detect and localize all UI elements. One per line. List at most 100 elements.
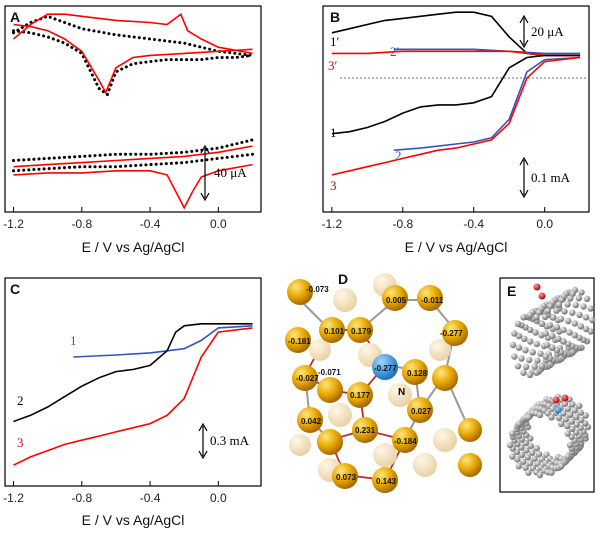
panel-a: A -1.2 -0.8 -0.4 0.0 E / V vs Ag/AgCl 40 μA: [3, 5, 262, 255]
nanotube-top-atom: [576, 334, 583, 341]
nanotube-top-atom: [544, 307, 551, 315]
nanotube-bottom-atom: [561, 400, 569, 407]
nanotube-top-atom: [520, 369, 527, 376]
panel-a-series-7: [13, 145, 253, 168]
n-atom-bottom: [554, 406, 562, 414]
svg-text:0.231: 0.231: [355, 426, 376, 435]
nanotube-top-atom: [533, 340, 540, 348]
panel-b-tick-label-2: -0.8: [392, 217, 413, 231]
panel-d-label: D: [338, 271, 348, 287]
svg-text:-0.027: -0.027: [296, 374, 319, 383]
nanotube-top: [509, 286, 596, 379]
nanotube-bottom-atom: [573, 413, 580, 421]
nanotube-top-atom: [572, 301, 579, 309]
nanotube-top-atom: [546, 322, 553, 329]
panel-b-series-4: [331, 54, 581, 135]
nanotube-top-atom: [537, 350, 544, 357]
o2-atom-top-1: [533, 283, 541, 291]
panel-c-scale-label: 0.3 mA: [210, 433, 250, 448]
panel-c-tick-label-1: -1.2: [3, 491, 24, 505]
nanotube-bottom-atom: [515, 463, 522, 470]
panel-a-series-1: [12, 29, 254, 97]
nanotube-top-atom: [575, 295, 582, 302]
panel-d-charges: -0.073 0.005 -0.011 -0.181 0.101 0.179 -…: [288, 285, 463, 486]
nanotube-top-atom: [582, 325, 590, 333]
panel-c-frame: [4, 277, 262, 487]
nanotube-top-atom: [578, 289, 585, 296]
nanotube-top-atom: [553, 307, 560, 314]
nanotube-top-atom: [509, 341, 517, 349]
nanotube-bottom-atom: [536, 411, 544, 419]
nanotube-top-atom: [542, 353, 549, 360]
nanotube-top-atom: [553, 324, 561, 331]
panel-b-curve-label-1p: 1′: [330, 34, 340, 49]
nanotube-top-atom: [560, 326, 567, 333]
nanotube-top-atom: [580, 303, 587, 310]
nanotube-bottom-atom: [524, 454, 531, 461]
panel-c-tick-label-3: -0.4: [140, 491, 161, 505]
panel-d: N D -0.073 0.005 -0.011 -0.181 0.101 0.1…: [285, 268, 493, 494]
panel-a-tick-label-2: -0.8: [71, 217, 92, 231]
nanotube-bottom-atom: [564, 430, 571, 437]
nanotube-top-atom: [514, 363, 522, 370]
nanotube-bottom-atom: [560, 410, 567, 417]
panel-a-series-3: [13, 23, 253, 95]
svg-text:-0.277: -0.277: [440, 329, 463, 338]
panel-b-curve-label-3p: 3′: [328, 58, 338, 73]
nanotube-top-atom: [533, 314, 540, 321]
panel-c-series-2: [13, 323, 253, 423]
svg-text:0.073: 0.073: [336, 473, 357, 482]
panel-c-label: C: [10, 281, 20, 297]
panel-a-scale-label: 40 μA: [214, 165, 247, 180]
nanotube-top-atom: [514, 320, 522, 327]
panel-b-series-2: [393, 48, 581, 55]
nanotube-top-atom: [555, 335, 562, 342]
nanotube-top-atom: [550, 314, 557, 321]
panel-a-ticks: -1.2 -0.8 -0.4 0.0: [3, 207, 227, 231]
nanotube-bottom-atom: [564, 405, 572, 412]
nanotube-bottom-atom: [523, 447, 530, 454]
nanotube-bottom-atom: [536, 471, 544, 479]
nanotube-bottom-atom: [569, 401, 576, 408]
nanotube-top-atom: [529, 349, 536, 356]
panel-e-label: E: [507, 283, 516, 299]
nanotube-top-atom: [566, 329, 573, 336]
panel-b-scale-label-top: 20 μA: [531, 24, 564, 39]
panel-a-tick-label-3: -0.4: [140, 217, 161, 231]
panel-c-xlabel: E / V vs Ag/AgCl: [82, 512, 185, 528]
nanotube-top-atom: [511, 330, 518, 337]
panel-b: B -1.2 -0.8 -0.4 0.0 E / V vs Ag/AgCl 20 μA…: [322, 5, 590, 255]
panel-a-series-2: [12, 14, 254, 57]
nanotube-bottom-atom: [509, 453, 516, 460]
nitrogen-label: N: [398, 387, 405, 398]
nanotube-bottom: [506, 393, 592, 479]
nanotube-top-atom: [555, 301, 563, 308]
nanotube-top-atom: [564, 301, 571, 308]
panel-c-series-1: [73, 325, 253, 358]
nanotube-top-atom: [583, 295, 591, 302]
nanotube-bottom-atom: [571, 407, 578, 414]
nanotube-top-atom: [515, 332, 523, 340]
nanotube-bottom-atom: [509, 430, 516, 437]
svg-text:-0.073: -0.073: [306, 285, 329, 294]
nanotube-bottom-atom: [522, 464, 529, 471]
nanotube-bottom-atom: [582, 412, 589, 419]
nanotube-top-atom: [527, 338, 534, 345]
nanotube-top-atom: [557, 315, 565, 323]
nanotube-top-atom: [558, 296, 565, 304]
panel-c-plot: [13, 323, 253, 466]
nanotube-bottom-atom: [506, 441, 514, 449]
panel-b-series-1: [331, 11, 581, 57]
nanotube-top-atom: [511, 353, 518, 360]
nanotube-top-atom: [522, 347, 529, 354]
panel-a-tick-label-1: -1.2: [3, 217, 24, 231]
svg-text:-0.011: -0.011: [421, 296, 444, 305]
panel-c: C -1.2 -0.8 -0.4 0.0 E / V vs Ag/AgCl 0.3 m…: [3, 277, 262, 528]
panel-b-curve-label-2p: 2′: [390, 44, 400, 59]
nanotube-top-atom: [588, 316, 596, 324]
nitrogen-atom: [372, 354, 398, 380]
svg-text:-0.071: -0.071: [318, 368, 341, 377]
nanotube-top-atom: [569, 309, 576, 316]
nanotube-bottom-atom: [548, 469, 555, 476]
